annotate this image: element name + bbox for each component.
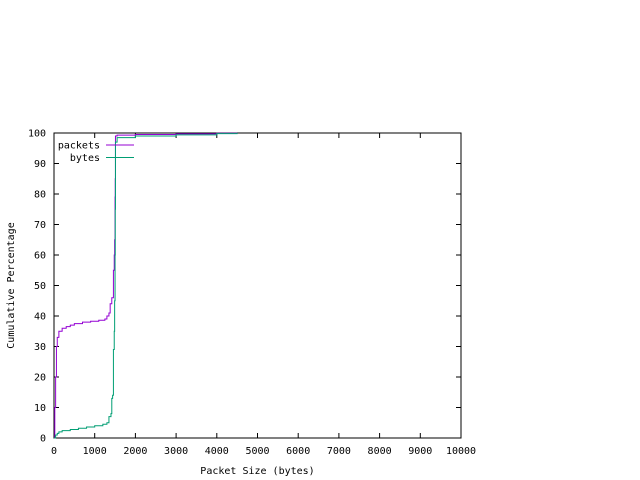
y-tick-label: 100: [28, 129, 46, 140]
x-tick-label: 1000: [83, 446, 107, 457]
x-tick-label: 7000: [327, 446, 351, 457]
y-tick-label: 60: [34, 251, 46, 262]
legend-label: packets: [58, 141, 100, 152]
x-tick-label: 5000: [245, 446, 269, 457]
y-tick-label: 10: [34, 403, 46, 414]
x-tick-label: 4000: [205, 446, 229, 457]
x-tick-label: 10000: [446, 446, 476, 457]
x-axis-label: Packet Size (bytes): [200, 466, 314, 477]
y-tick-label: 30: [34, 342, 46, 353]
y-tick-label: 70: [34, 220, 46, 231]
y-tick-label: 0: [40, 434, 46, 445]
x-tick-label: 3000: [164, 446, 188, 457]
series-line-packets: [54, 132, 238, 439]
y-tick-label: 50: [34, 281, 46, 292]
y-tick-label: 90: [34, 159, 46, 170]
x-tick-label: 0: [51, 446, 57, 457]
y-tick-label: 40: [34, 312, 46, 323]
x-tick-label: 9000: [408, 446, 432, 457]
series-line-bytes: [54, 133, 238, 439]
x-tick-label: 6000: [286, 446, 310, 457]
y-tick-label: 20: [34, 373, 46, 384]
legend-label: bytes: [70, 153, 100, 164]
x-tick-label: 2000: [123, 446, 147, 457]
y-axis-label: Cumulative Percentage: [6, 222, 17, 348]
y-tick-label: 80: [34, 190, 46, 201]
x-tick-label: 8000: [368, 446, 392, 457]
